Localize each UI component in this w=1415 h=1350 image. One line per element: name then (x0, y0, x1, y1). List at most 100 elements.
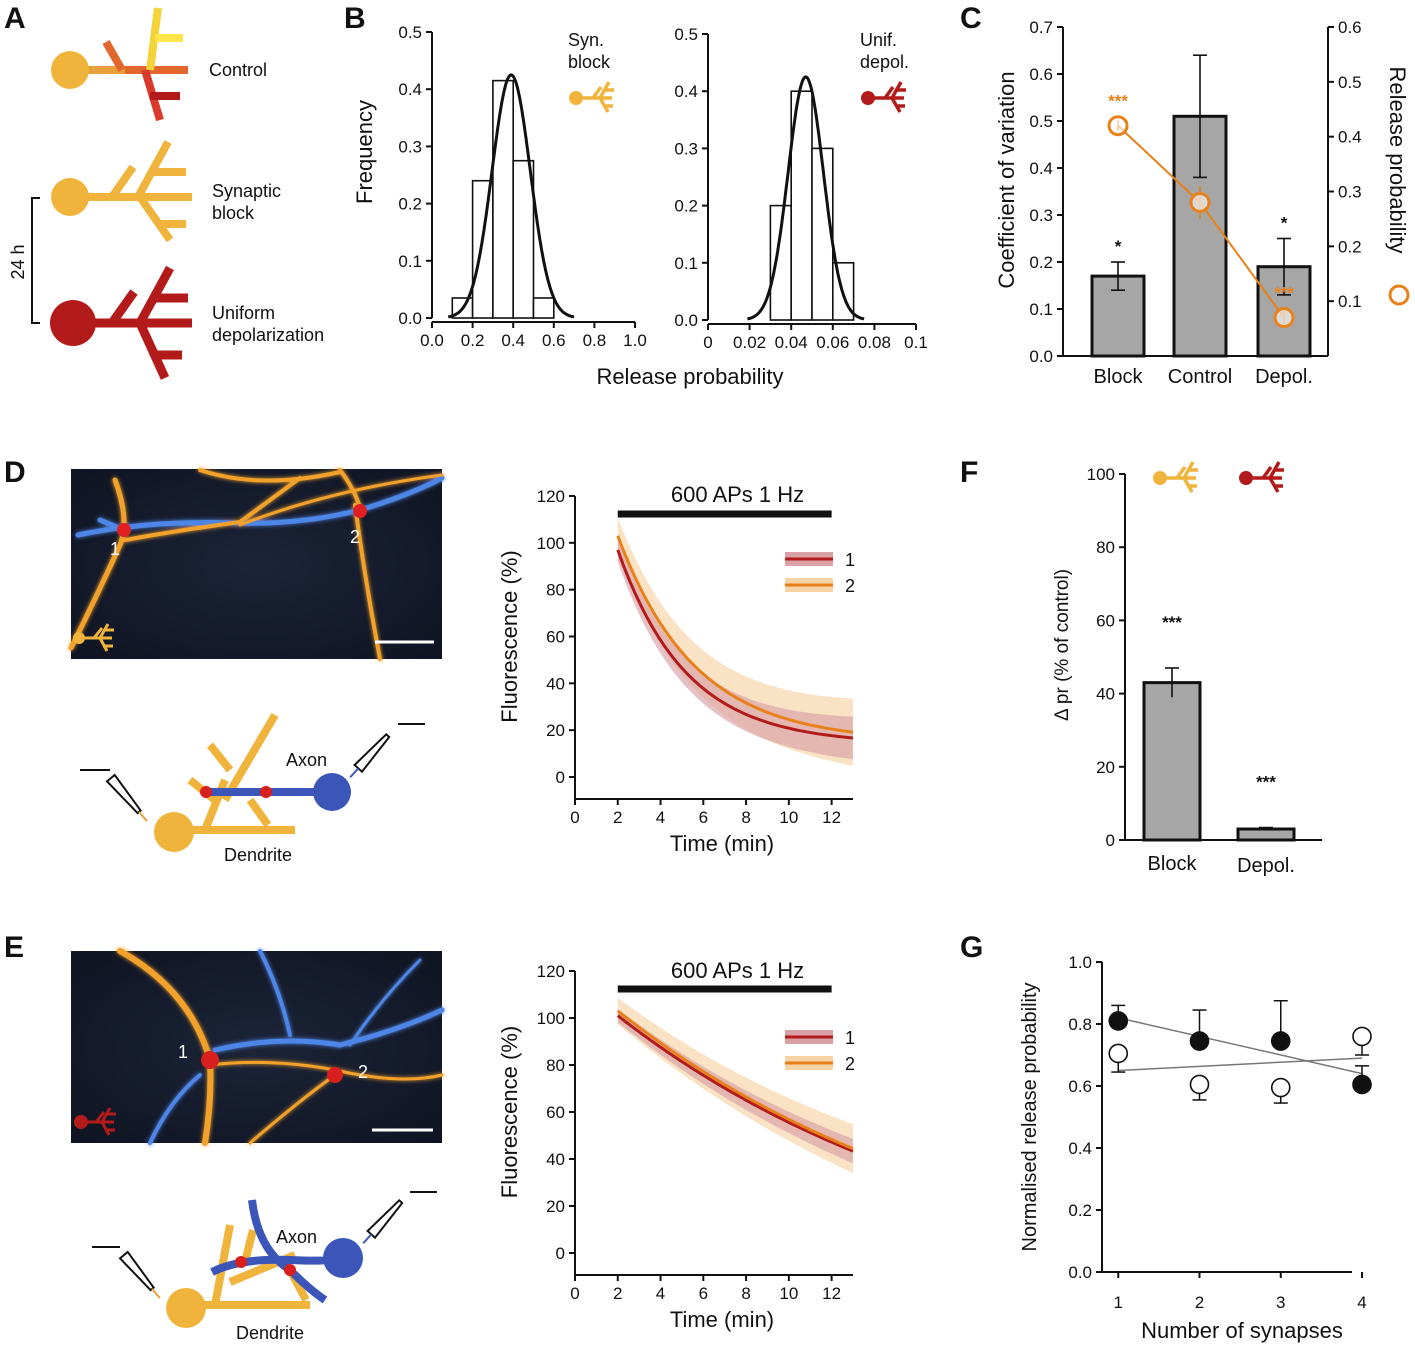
hist-depol-xtick-label: 0.1 (904, 333, 928, 352)
cv-category-label: Depol. (1255, 366, 1313, 388)
hist-depol-xtick-label: 0.08 (858, 333, 891, 352)
hist-syn-block-ytick-label: 0.5 (398, 23, 422, 42)
panel-d-schematic: Axon Dendrite (80, 712, 425, 865)
panelE-ytick-label: 100 (537, 1009, 565, 1028)
panelE-xtick-label: 0 (570, 1284, 579, 1303)
npr-point-filled (1270, 1031, 1291, 1051)
npr-point-open (1108, 1043, 1129, 1064)
dpr-significance: *** (1256, 773, 1276, 792)
pr-point (1273, 307, 1295, 329)
panel-b-xlabel: Release probability (596, 364, 783, 389)
panel-a-neuron-schematics: Control Synaptic block Uniform (8, 7, 324, 380)
panelD-ytick-label: 120 (537, 487, 565, 506)
panel-g-normalised-pr-chart: 0.0 0.2 0.4 0.6 0.8 1.0 1 2 3 4 Number of synapses… (1019, 953, 1372, 1343)
panelE-trace-1 (616, 1014, 854, 1153)
npr-ytick-label: 0.8 (1068, 1015, 1092, 1034)
npr-xtick-label: 1 (1114, 1293, 1123, 1312)
hist-depol-ytick-label: 0.1 (674, 254, 698, 273)
roi-label-d1: 1 (110, 539, 120, 559)
hist-depol-xtick-label: 0.02 (733, 333, 766, 352)
panelD-legend-label: 1 (845, 550, 855, 570)
panelE-ytick-label: 40 (546, 1150, 565, 1169)
time-label: 24 h (8, 244, 28, 279)
panelD-xtick-label: 0 (570, 808, 579, 827)
hist-depol-bar (811, 147, 834, 321)
panelD-xtick-label: 8 (741, 808, 750, 827)
npr-point-filled (1108, 1011, 1129, 1031)
cv-y2-tick-label: 0.2 (1338, 237, 1362, 256)
panel-f-delta-pr-chart: 0 20 40 60 80 100 *** Block *** Depol. Δ pr (% of … (1052, 465, 1322, 877)
npr-xtick-label: 3 (1276, 1293, 1285, 1312)
panel-letter-e: E (4, 931, 24, 964)
panel-b-histograms: 0.0 0.2 0.4 0.6 0.8 1.0 0.0 0.1 0.2 0.3 0.4 0.5 0 0.0… (398, 23, 927, 352)
roi-label-e2: 2 (358, 1062, 368, 1082)
panelD-xtick-label: 12 (822, 808, 841, 827)
legend-unif-l1: Unif. (860, 30, 897, 50)
dpr-ytick-label: 80 (1096, 538, 1115, 557)
dpr-bar-depol (1236, 827, 1296, 842)
synaptic-block-neuron (51, 140, 192, 243)
hist-depol-ytick-label: 0.4 (674, 82, 698, 101)
panelE-xtick-label: 6 (699, 1284, 708, 1303)
panelD-title: 600 APs 1 Hz (671, 482, 804, 507)
panelE-xtick-label: 2 (613, 1284, 622, 1303)
cv-ytick-label: 0.1 (1029, 300, 1053, 319)
pr-point (1107, 115, 1129, 137)
hist-syn-block-ytick-label: 0.2 (398, 195, 422, 214)
legend-syn-l2: block (568, 52, 611, 72)
panel-letter-d: D (4, 456, 26, 489)
panelD-ytick-label: 80 (546, 581, 565, 600)
panelE-xtick-label: 8 (741, 1284, 750, 1303)
panel-e-micrograph: 1 2 (71, 948, 445, 1146)
cv-y2-tick-label: 0.4 (1338, 128, 1362, 147)
hist-syn-block-xtick-label: 0.8 (583, 331, 607, 350)
panel-letter-b: B (344, 2, 366, 35)
panelE-xtick-label: 10 (779, 1284, 798, 1303)
panelE-trace-2 (616, 1009, 854, 1151)
dpr-ytick-label: 100 (1087, 465, 1115, 484)
dpr-bar-block (1142, 681, 1202, 842)
npr-point-open (1352, 1026, 1372, 1047)
panelE-ytick-label: 20 (546, 1197, 565, 1216)
panel-c-ylabel-left: Coefficient of variation (994, 71, 1019, 288)
panel-letter-f: F (960, 456, 978, 489)
panelE-legend-label: 2 (845, 1054, 855, 1074)
hist-depol-gaussian-fit (746, 75, 865, 321)
cv-significance: * (1115, 237, 1122, 256)
hist-syn-block-ytick-label: 0.0 (398, 309, 422, 328)
panelE-xtick-label: 12 (822, 1284, 841, 1303)
cv-ytick-label: 0.2 (1029, 253, 1053, 272)
cv-category-label: Control (1168, 366, 1232, 388)
label-control: Control (209, 60, 267, 80)
roi-label-d2: 2 (350, 527, 360, 547)
npr-fit-line (1118, 1057, 1363, 1072)
hist-syn-block-bar (492, 79, 514, 319)
panel-d-micrograph: 1 2 (68, 468, 445, 661)
schematic-d-axon: Axon (286, 750, 327, 770)
npr-ytick-label: 0.4 (1068, 1139, 1092, 1158)
npr-xtick-label: 4 (1357, 1293, 1366, 1312)
panelD-trace-2 (616, 535, 854, 734)
cv-ytick-label: 0.5 (1029, 112, 1053, 131)
pr-point (1189, 191, 1211, 213)
cv-y2-tick-label: 0.5 (1338, 73, 1362, 92)
panelE-xlabel: Time (min) (670, 1307, 774, 1332)
hist-syn-block-ytick-label: 0.1 (398, 252, 422, 271)
hist-depol-ytick-label: 0.2 (674, 197, 698, 216)
panelD-ytick-label: 40 (546, 674, 565, 693)
cv-ytick-label: 0.4 (1029, 159, 1053, 178)
schematic-e-dendrite: Dendrite (236, 1323, 304, 1343)
micrograph-d-neuron-icon (73, 623, 114, 652)
panelD-legend-label: 2 (845, 576, 855, 596)
schematic-d-dendrite: Dendrite (224, 845, 292, 865)
npr-point-filled (1189, 1031, 1210, 1051)
label-control-text: Control (209, 60, 267, 80)
npr-ylabel: Normalised release probability (1019, 982, 1041, 1251)
hist-syn-block-ytick-label: 0.3 (398, 137, 422, 156)
hist-syn-block-xtick-label: 1.0 (623, 331, 647, 350)
time-bracket (31, 197, 40, 324)
panelD-xtick-label: 10 (779, 808, 798, 827)
npr-ytick-label: 1.0 (1068, 953, 1092, 972)
